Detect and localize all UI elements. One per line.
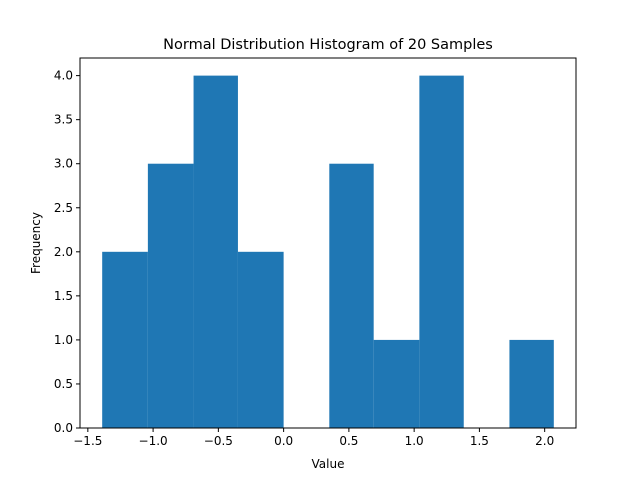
y-tick-label: 1.5: [54, 289, 73, 303]
x-tick-label: 0.0: [274, 434, 293, 448]
histogram-bar-5: [329, 163, 374, 428]
x-tick-label: −1.0: [139, 434, 168, 448]
histogram-bar-1: [147, 163, 194, 428]
histogram-bar-2: [193, 75, 238, 428]
x-tick-label: −0.5: [204, 434, 233, 448]
histogram-bar-3: [237, 251, 284, 428]
histogram-bar-9: [509, 339, 554, 428]
x-tick-label: 1.5: [470, 434, 489, 448]
x-tick-label: −1.5: [73, 434, 102, 448]
x-tick-label: 1.0: [405, 434, 424, 448]
y-axis-ticks: 0.0 0.5 1.0 1.5 2.0 2.5 3.0 3.5 4.0: [54, 69, 80, 435]
y-tick-label: 2.0: [54, 245, 73, 259]
y-tick-label: 3.0: [54, 157, 73, 171]
chart-title: Normal Distribution Histogram of 20 Samp…: [163, 37, 493, 53]
y-tick-label: 2.5: [54, 201, 73, 215]
histogram-bar-7: [419, 75, 464, 428]
y-tick-label: 1.0: [54, 333, 73, 347]
x-axis-ticks: −1.5 −1.0 −0.5 0.0 0.5 1.0 1.5 2.0: [73, 428, 554, 448]
plot-frame: [79, 57, 577, 429]
y-tick-label: 4.0: [54, 69, 73, 83]
y-tick-label: 0.0: [54, 421, 73, 435]
histogram-bar-0: [102, 251, 148, 428]
x-tick-label: 0.5: [339, 434, 358, 448]
x-axis-label: Value: [312, 457, 345, 471]
y-axis-label: Frequency: [29, 212, 43, 274]
x-tick-label: 2.0: [535, 434, 554, 448]
y-tick-label: 3.5: [54, 113, 73, 127]
histogram-bars: [102, 75, 554, 428]
y-tick-label: 0.5: [54, 377, 73, 391]
histogram-bar-6: [373, 339, 420, 428]
